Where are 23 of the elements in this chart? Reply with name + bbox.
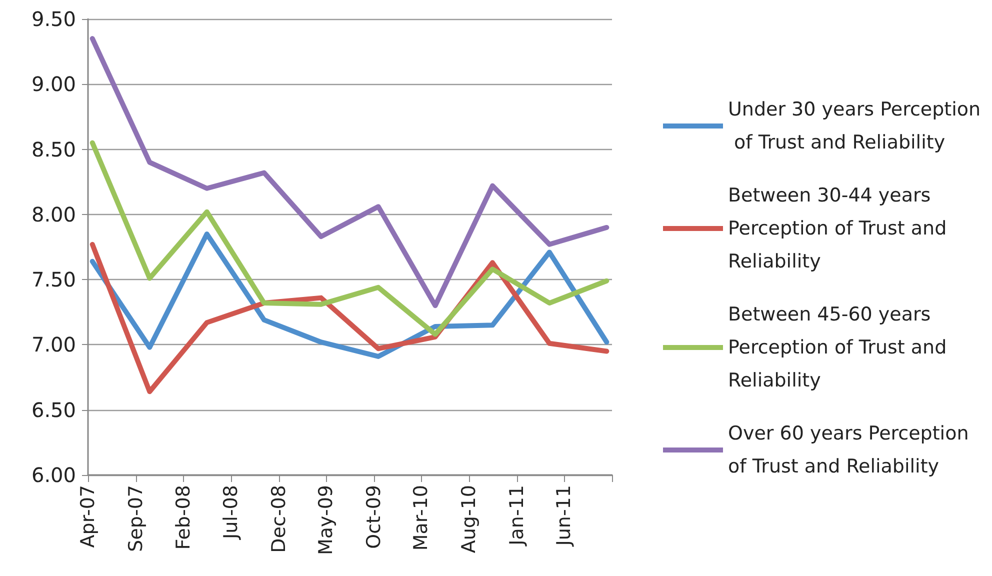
x-tick-label: Aug-10 (458, 485, 480, 554)
x-tick-label: Jun-11 (553, 485, 576, 547)
y-tick-label: 7.50 (31, 268, 76, 292)
x-tick-label: Sep-07 (124, 485, 147, 552)
x-tick-label: Feb-08 (172, 485, 195, 550)
y-tick-label: 9.00 (31, 72, 76, 96)
x-tick-label: May-09 (315, 485, 338, 555)
x-tick-label: Mar-10 (410, 485, 432, 551)
y-tick-label: 7.00 (31, 332, 76, 357)
legend-label: Under 30 years Perception of Trust and Reliability (728, 98, 981, 154)
x-tick-label: Oct-09 (362, 485, 385, 549)
x-tick-label: Dec-08 (268, 485, 290, 553)
y-tick-label: 6.50 (31, 398, 76, 422)
x-tick-label: Jul-08 (220, 485, 242, 540)
legend-label: Between 30-44 years Perception of Trust and Reliability (728, 184, 953, 272)
legend-label: Between 45-60 years Perception of Trust and Reliability (728, 304, 953, 392)
x-tick-label: Jan-11 (506, 485, 528, 546)
y-tick-label: 6.00 (31, 463, 76, 487)
y-tick-label: 8.00 (31, 202, 76, 226)
y-tick-label: 9.50 (31, 7, 76, 31)
y-tick-label: 8.50 (31, 137, 76, 162)
x-tick-label: Apr-07 (77, 485, 99, 548)
legend-label: Over 60 years Perception of Trust and Reliability (728, 422, 975, 478)
